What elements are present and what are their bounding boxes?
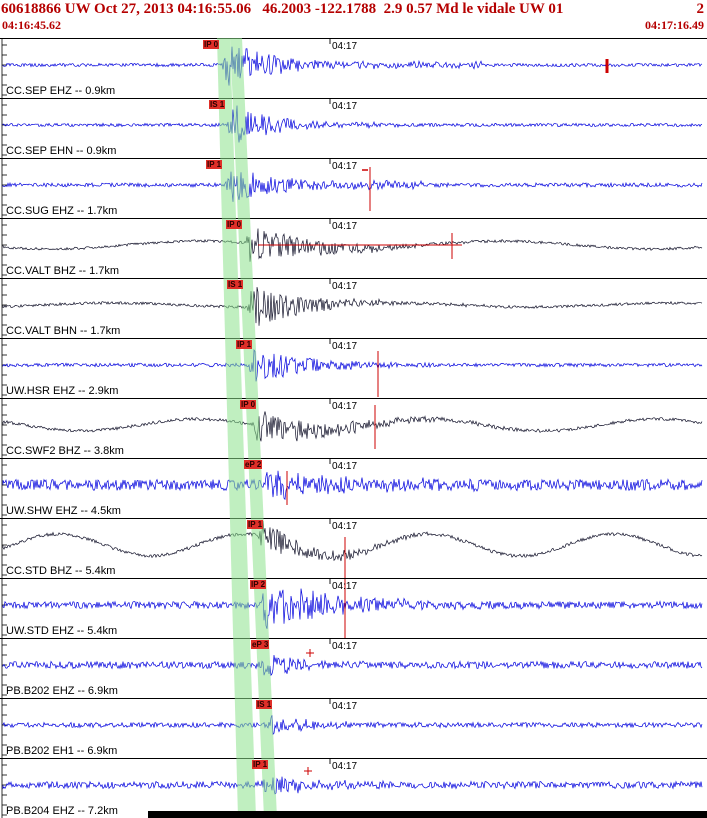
minute-label: 04:17 bbox=[332, 581, 358, 592]
minute-label: 04:17 bbox=[332, 641, 358, 652]
waveform bbox=[1, 759, 703, 818]
minute-label: 04:17 bbox=[332, 41, 358, 52]
minute-label: 04:17 bbox=[332, 521, 358, 532]
station-label: CC.SEP EHZ -- 0.9km bbox=[6, 85, 116, 97]
pick-flag[interactable]: eP 2 bbox=[244, 460, 263, 469]
waveform bbox=[1, 339, 703, 398]
pick-flag[interactable]: IP 2 bbox=[250, 580, 267, 589]
trace-row-CC-SEP[interactable]: IP 0 04:17 CC.SEP EHZ -- 0.9km bbox=[0, 38, 707, 98]
event-title-extra: 2 bbox=[696, 1, 705, 17]
bottom-scrollbar[interactable] bbox=[148, 811, 707, 818]
waveform bbox=[1, 639, 703, 698]
minute-label: 04:17 bbox=[332, 221, 358, 232]
pick-flag[interactable]: eP 3 bbox=[251, 640, 270, 649]
station-label: CC.STD BHZ -- 5.4km bbox=[6, 565, 116, 577]
trace-list: IP 0 04:17 CC.SEP EHZ -- 0.9km IS 1 04:17 CC.… bbox=[0, 38, 707, 818]
waveform bbox=[1, 399, 703, 458]
trace-row-PB-B202[interactable]: IS 1 04:17 PB.B202 EH1 -- 6.9km bbox=[0, 698, 707, 758]
trace-row-CC-STD[interactable]: IP 1 04:17 CC.STD BHZ -- 5.4km bbox=[0, 518, 707, 578]
station-label: CC.SWF2 BHZ -- 3.8km bbox=[6, 445, 124, 457]
trace-row-PB-B202[interactable]: eP 3 04:17 PB.B202 EHZ -- 6.9km bbox=[0, 638, 707, 698]
waveform bbox=[1, 39, 703, 98]
trace-row-CC-VALT[interactable]: IP 0 04:17 CC.VALT BHZ -- 1.7km bbox=[0, 218, 707, 278]
header: 60618866 UW Oct 27, 2013 04:16:55.06 46.… bbox=[0, 0, 707, 38]
minute-label: 04:17 bbox=[332, 341, 358, 352]
station-label: CC.VALT BHN -- 1.7km bbox=[6, 325, 121, 337]
minute-label: 04:17 bbox=[332, 701, 358, 712]
waveform bbox=[1, 279, 703, 338]
pick-flag[interactable]: IP 0 bbox=[203, 40, 220, 49]
time-range-bar: 04:16:45.62 04:17:16.49 bbox=[0, 18, 707, 33]
minute-label: 04:17 bbox=[332, 461, 358, 472]
waveform bbox=[1, 99, 703, 158]
window-end-time: 04:17:16.49 bbox=[645, 18, 704, 32]
waveform bbox=[1, 699, 703, 758]
pick-flag[interactable]: IS 1 bbox=[256, 700, 273, 709]
minute-label: 04:17 bbox=[332, 401, 358, 412]
minute-label: 04:17 bbox=[332, 101, 358, 112]
station-label: PB.B202 EH1 -- 6.9km bbox=[6, 745, 118, 757]
event-title-bar: 60618866 UW Oct 27, 2013 04:16:55.06 46.… bbox=[0, 0, 707, 18]
pick-flag[interactable]: IP 1 bbox=[252, 760, 269, 769]
pick-flag[interactable]: IP 0 bbox=[226, 220, 243, 229]
waveform bbox=[1, 219, 703, 278]
trace-row-CC-VALT[interactable]: IS 1 04:17 CC.VALT BHN -- 1.7km bbox=[0, 278, 707, 338]
trace-row-CC-SWF2[interactable]: IP 0 04:17 CC.SWF2 BHZ -- 3.8km bbox=[0, 398, 707, 458]
pick-flag[interactable]: IS 1 bbox=[209, 100, 226, 109]
trace-row-CC-SUG[interactable]: IP 1 04:17 CC.SUG EHZ -- 1.7km bbox=[0, 158, 707, 218]
pick-flag[interactable]: IP 1 bbox=[247, 520, 264, 529]
minute-label: 04:17 bbox=[332, 761, 358, 772]
pick-flag[interactable]: IS 1 bbox=[227, 280, 244, 289]
waveform bbox=[1, 519, 703, 578]
station-label: UW.HSR EHZ -- 2.9km bbox=[6, 385, 119, 397]
station-label: CC.VALT BHZ -- 1.7km bbox=[6, 265, 120, 277]
station-label: UW.STD EHZ -- 5.4km bbox=[6, 625, 118, 637]
station-label: PB.B204 EHZ -- 7.2km bbox=[6, 805, 118, 817]
trace-row-UW-HSR[interactable]: IP 1 04:17 UW.HSR EHZ -- 2.9km bbox=[0, 338, 707, 398]
minute-label: 04:17 bbox=[332, 281, 358, 292]
pick-flag[interactable]: IP 1 bbox=[236, 340, 253, 349]
trace-row-UW-SHW[interactable]: eP 2 04:17 UW.SHW EHZ -- 4.5km bbox=[0, 458, 707, 518]
station-label: PB.B202 EHZ -- 6.9km bbox=[6, 685, 118, 697]
station-label: CC.SEP EHN -- 0.9km bbox=[6, 145, 117, 157]
event-title: 60618866 UW Oct 27, 2013 04:16:55.06 46.… bbox=[1, 1, 564, 17]
minute-label: 04:17 bbox=[332, 161, 358, 172]
trace-row-CC-SEP[interactable]: IS 1 04:17 CC.SEP EHN -- 0.9km bbox=[0, 98, 707, 158]
waveform bbox=[1, 159, 703, 218]
waveform bbox=[1, 459, 703, 518]
pick-flag[interactable]: IP 1 bbox=[206, 160, 223, 169]
pick-flag[interactable]: IP 0 bbox=[240, 400, 257, 409]
trace-row-UW-STD[interactable]: IP 2 04:17 UW.STD EHZ -- 5.4km bbox=[0, 578, 707, 638]
trace-row-PB-B204[interactable]: IP 1 04:17 PB.B204 EHZ -- 7.2km bbox=[0, 758, 707, 818]
station-label: CC.SUG EHZ -- 1.7km bbox=[6, 205, 118, 217]
waveform bbox=[1, 579, 703, 638]
station-label: UW.SHW EHZ -- 4.5km bbox=[6, 505, 121, 517]
window-start-time: 04:16:45.62 bbox=[2, 18, 61, 32]
